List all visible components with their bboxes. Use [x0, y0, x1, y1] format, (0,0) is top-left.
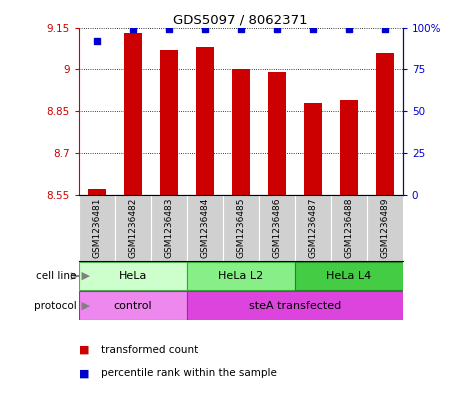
Text: GSM1236486: GSM1236486	[272, 198, 281, 258]
Bar	[304, 103, 322, 195]
Text: protocol: protocol	[34, 301, 76, 310]
Text: ■: ■	[79, 345, 89, 355]
Text: ▶: ▶	[78, 271, 90, 281]
Bar	[79, 262, 187, 290]
Text: GSM1236489: GSM1236489	[380, 198, 389, 258]
Bar	[79, 195, 115, 261]
Text: control: control	[113, 301, 152, 310]
Text: GSM1236487: GSM1236487	[308, 198, 317, 258]
Text: steA transfected: steA transfected	[248, 301, 341, 310]
Bar	[160, 50, 178, 195]
Text: percentile rank within the sample: percentile rank within the sample	[101, 368, 277, 378]
Bar	[124, 33, 142, 195]
Bar	[187, 292, 403, 320]
Text: HeLa L2: HeLa L2	[218, 271, 263, 281]
Bar	[259, 195, 295, 261]
Bar	[367, 195, 403, 261]
Text: GSM1236485: GSM1236485	[236, 198, 245, 258]
Bar	[115, 195, 151, 261]
Bar	[88, 189, 106, 195]
Bar	[331, 195, 367, 261]
Text: GSM1236484: GSM1236484	[200, 198, 209, 258]
Bar	[187, 262, 295, 290]
Text: cell line: cell line	[36, 271, 76, 281]
Bar	[151, 195, 187, 261]
Bar	[232, 69, 250, 195]
Text: HeLa: HeLa	[118, 271, 147, 281]
Bar	[340, 100, 358, 195]
Text: GSM1236483: GSM1236483	[164, 198, 173, 258]
Text: ■: ■	[79, 368, 89, 378]
Title: GDS5097 / 8062371: GDS5097 / 8062371	[173, 13, 308, 26]
Bar	[376, 53, 394, 195]
Bar	[268, 72, 286, 195]
Bar	[79, 292, 187, 320]
Bar	[187, 195, 223, 261]
Text: GSM1236488: GSM1236488	[344, 198, 353, 258]
Bar	[196, 47, 214, 195]
Text: HeLa L4: HeLa L4	[326, 271, 371, 281]
Text: ▶: ▶	[78, 301, 90, 310]
Text: GSM1236481: GSM1236481	[92, 198, 101, 258]
Bar	[223, 195, 259, 261]
Text: GSM1236482: GSM1236482	[128, 198, 137, 258]
Text: transformed count: transformed count	[101, 345, 198, 355]
Bar	[295, 195, 331, 261]
Bar	[295, 262, 403, 290]
